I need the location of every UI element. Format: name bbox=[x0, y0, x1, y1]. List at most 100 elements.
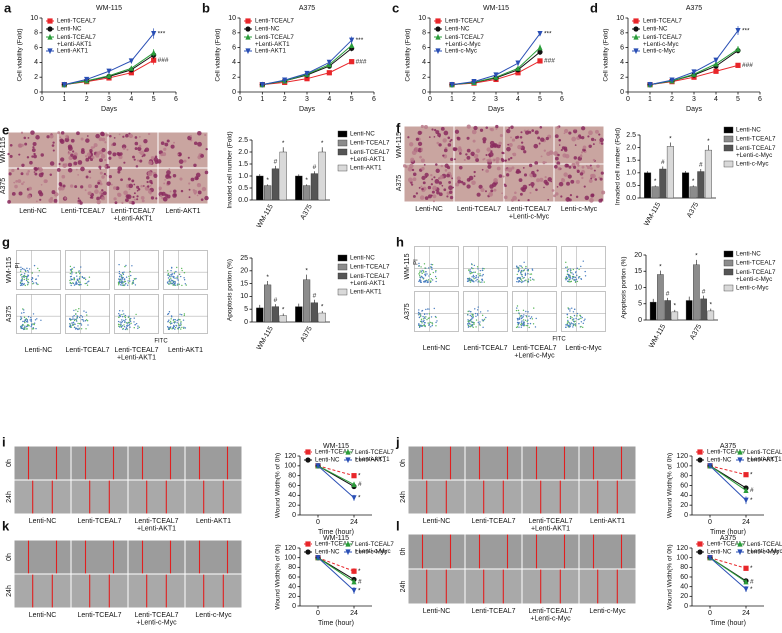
column-label: Lenti-TCEAL7 +Lenti-AKT1 bbox=[115, 347, 159, 362]
wound-image bbox=[579, 480, 636, 514]
event-dot bbox=[21, 325, 23, 327]
event-dot bbox=[27, 324, 30, 326]
event-dot bbox=[69, 276, 72, 278]
event-dot bbox=[571, 278, 574, 280]
event-dot bbox=[176, 266, 178, 269]
event-dot bbox=[71, 268, 74, 270]
event-dot bbox=[83, 310, 85, 312]
legend-label: Lenti-NC bbox=[57, 26, 82, 33]
cell-stain bbox=[40, 153, 44, 157]
cell-stain bbox=[448, 181, 452, 184]
event-dot bbox=[38, 270, 41, 272]
image-grid bbox=[14, 540, 242, 608]
marker bbox=[351, 578, 357, 585]
event-dot bbox=[520, 273, 522, 275]
cell-stain bbox=[588, 144, 592, 149]
event-dot bbox=[84, 282, 86, 285]
event-dot bbox=[88, 276, 91, 278]
row-label: WM-115 bbox=[396, 132, 403, 158]
legend-label: Lenti-NC bbox=[707, 549, 732, 556]
cell-stain bbox=[454, 129, 460, 134]
row-label: A375 bbox=[396, 175, 403, 191]
cell-stain bbox=[183, 159, 187, 163]
legend-label: Lenti-NC bbox=[255, 26, 280, 33]
axis-label: FITC bbox=[154, 339, 168, 345]
wound-image bbox=[71, 540, 128, 574]
event-dot bbox=[582, 260, 584, 262]
marker bbox=[305, 449, 311, 455]
event-dot bbox=[117, 320, 120, 323]
event-dot bbox=[32, 323, 34, 325]
event-dot bbox=[176, 278, 178, 280]
x-tick-label: 5 bbox=[350, 96, 354, 103]
event-dot bbox=[27, 280, 29, 283]
event-dot bbox=[75, 272, 77, 274]
cell-stain bbox=[85, 157, 90, 162]
column-label: Lenti-TCEAL7 +Lenti-AKT1 bbox=[135, 518, 179, 533]
event-dot bbox=[119, 284, 122, 286]
event-dot bbox=[419, 277, 422, 279]
event-dot bbox=[471, 317, 473, 319]
cell-stain bbox=[590, 167, 593, 170]
event-dot bbox=[169, 275, 171, 278]
cell-stain bbox=[149, 184, 152, 187]
cell-stain bbox=[505, 173, 510, 177]
wound-image bbox=[579, 569, 636, 604]
event-dot bbox=[33, 264, 36, 267]
x-tick-label: 3 bbox=[107, 96, 111, 103]
cell-stain bbox=[420, 149, 423, 152]
x-tick-label: 3 bbox=[494, 96, 498, 103]
cell-stain bbox=[90, 196, 94, 199]
event-dot bbox=[567, 307, 569, 309]
cell-stain bbox=[172, 174, 177, 178]
chart-title: WM-115 bbox=[323, 535, 349, 542]
event-dot bbox=[569, 270, 572, 272]
event-dot bbox=[167, 320, 169, 323]
cell-stain bbox=[81, 148, 85, 152]
bar bbox=[310, 302, 319, 323]
column-label: Lenti-TCEAL7 bbox=[78, 518, 122, 525]
cell-stain bbox=[100, 153, 106, 159]
panel-letter: j bbox=[395, 434, 400, 449]
event-dot bbox=[37, 283, 39, 286]
bar bbox=[271, 168, 280, 201]
axis-label: PI bbox=[414, 259, 420, 265]
marker bbox=[128, 70, 134, 76]
x-tick-label: 2 bbox=[85, 96, 89, 103]
event-dot bbox=[531, 268, 533, 270]
event-dot bbox=[580, 315, 582, 318]
marker bbox=[435, 48, 441, 55]
event-dot bbox=[524, 272, 527, 274]
cell-stain bbox=[543, 179, 548, 184]
legend-label: Lenti-c-Myc bbox=[736, 285, 769, 292]
marker bbox=[351, 568, 357, 574]
x-tick-label: 6 bbox=[174, 96, 178, 103]
x-tick-label: 0 bbox=[40, 96, 44, 103]
event-dot bbox=[124, 284, 126, 286]
cell-stain bbox=[146, 180, 149, 184]
y-tick-label: 10 bbox=[634, 284, 642, 291]
y-axis-label: Wound Width(% of 0h) bbox=[667, 544, 674, 609]
event-dot bbox=[482, 326, 484, 329]
event-dot bbox=[20, 266, 22, 268]
legend-label: Lenti-TCEAL7 +Lenti-AKT1 bbox=[355, 449, 394, 463]
event-dot bbox=[421, 309, 424, 312]
event-dot bbox=[168, 278, 171, 281]
significance-label: * bbox=[750, 565, 753, 572]
cell-stain bbox=[131, 200, 135, 205]
event-dot bbox=[426, 313, 428, 315]
cell-stain bbox=[70, 138, 75, 143]
event-dot bbox=[21, 327, 24, 330]
cell-stain bbox=[465, 153, 468, 156]
event-dot bbox=[32, 283, 34, 285]
event-dot bbox=[428, 324, 430, 326]
row-label: A375 bbox=[0, 178, 7, 194]
event-dot bbox=[170, 318, 172, 320]
event-dot bbox=[479, 273, 481, 275]
marker bbox=[304, 76, 310, 82]
cell-stain bbox=[553, 194, 557, 198]
cell-stain bbox=[432, 194, 437, 199]
legend-label: Lenti-TCEAL7 bbox=[350, 264, 390, 271]
x-tick-label: 5 bbox=[736, 96, 740, 103]
cell-stain bbox=[573, 165, 577, 169]
